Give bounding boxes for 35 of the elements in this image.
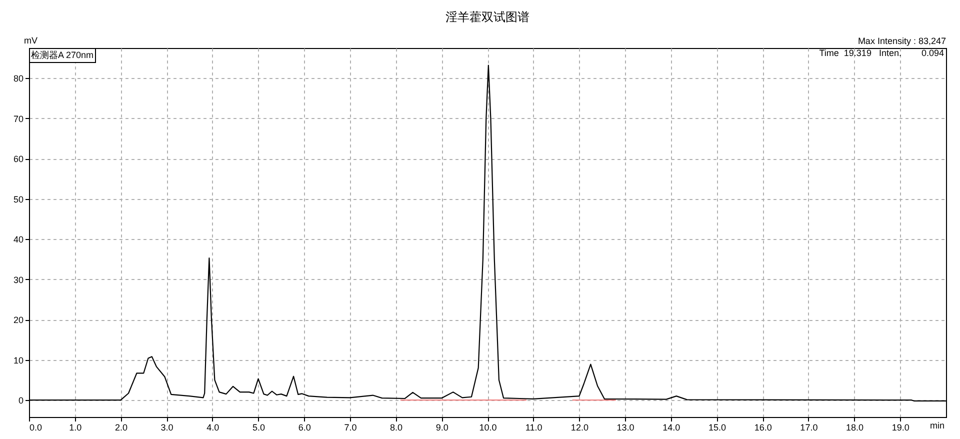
x-tick-label: 13.0 [616,422,634,432]
x-tick-label: 2.0 [114,422,128,432]
x-axis-title: min [930,420,944,430]
x-tick-label: 15.0 [708,422,726,432]
x-tick-label: 11.0 [525,422,542,432]
y-tick-label: 30 [13,274,24,285]
y-tick-label: 60 [13,154,24,164]
x-tick-label: 8.0 [390,422,403,432]
x-tick-label: 16.0 [754,422,772,432]
y-tick-label: 80 [13,74,24,84]
x-tick-label: 1.0 [69,422,82,432]
text: Max Intensity : 83,247 [858,36,946,46]
y-tick-label: 10 [13,355,24,366]
x-tick-label: 9.0 [436,422,448,432]
x-tick-label: 12.0 [570,422,588,432]
x-tick-label: 5.0 [252,422,266,432]
x-tick-label: 0.0 [30,422,42,432]
y-tick-label: 0 [18,396,24,406]
annotation: 检测器A 270nm [29,48,96,63]
x-tick-label: 6.0 [298,422,311,432]
y-tick-label: 70 [13,114,24,124]
x-tick-label: 14.0 [662,422,680,432]
x-tick-label: 18.0 [846,422,864,432]
x-tick-label: 17.0 [800,422,818,432]
x-tick-label: 7.0 [344,422,357,432]
y-tick-label: 40 [13,234,24,245]
y-tick-label: 20 [13,315,24,326]
chart-title: 淫羊藿双试图谱 [446,10,530,24]
annotation: Time 19.319 Inten. 0.094 [819,48,944,58]
x-tick-label: 3.0 [160,422,174,432]
x-tick-label: 4.0 [206,422,220,432]
x-tick-label: 10.0 [479,422,497,432]
y-tick-label: 50 [13,194,24,204]
x-tick-label: 19.0 [892,422,910,432]
y-axis-title: mV [24,36,38,46]
